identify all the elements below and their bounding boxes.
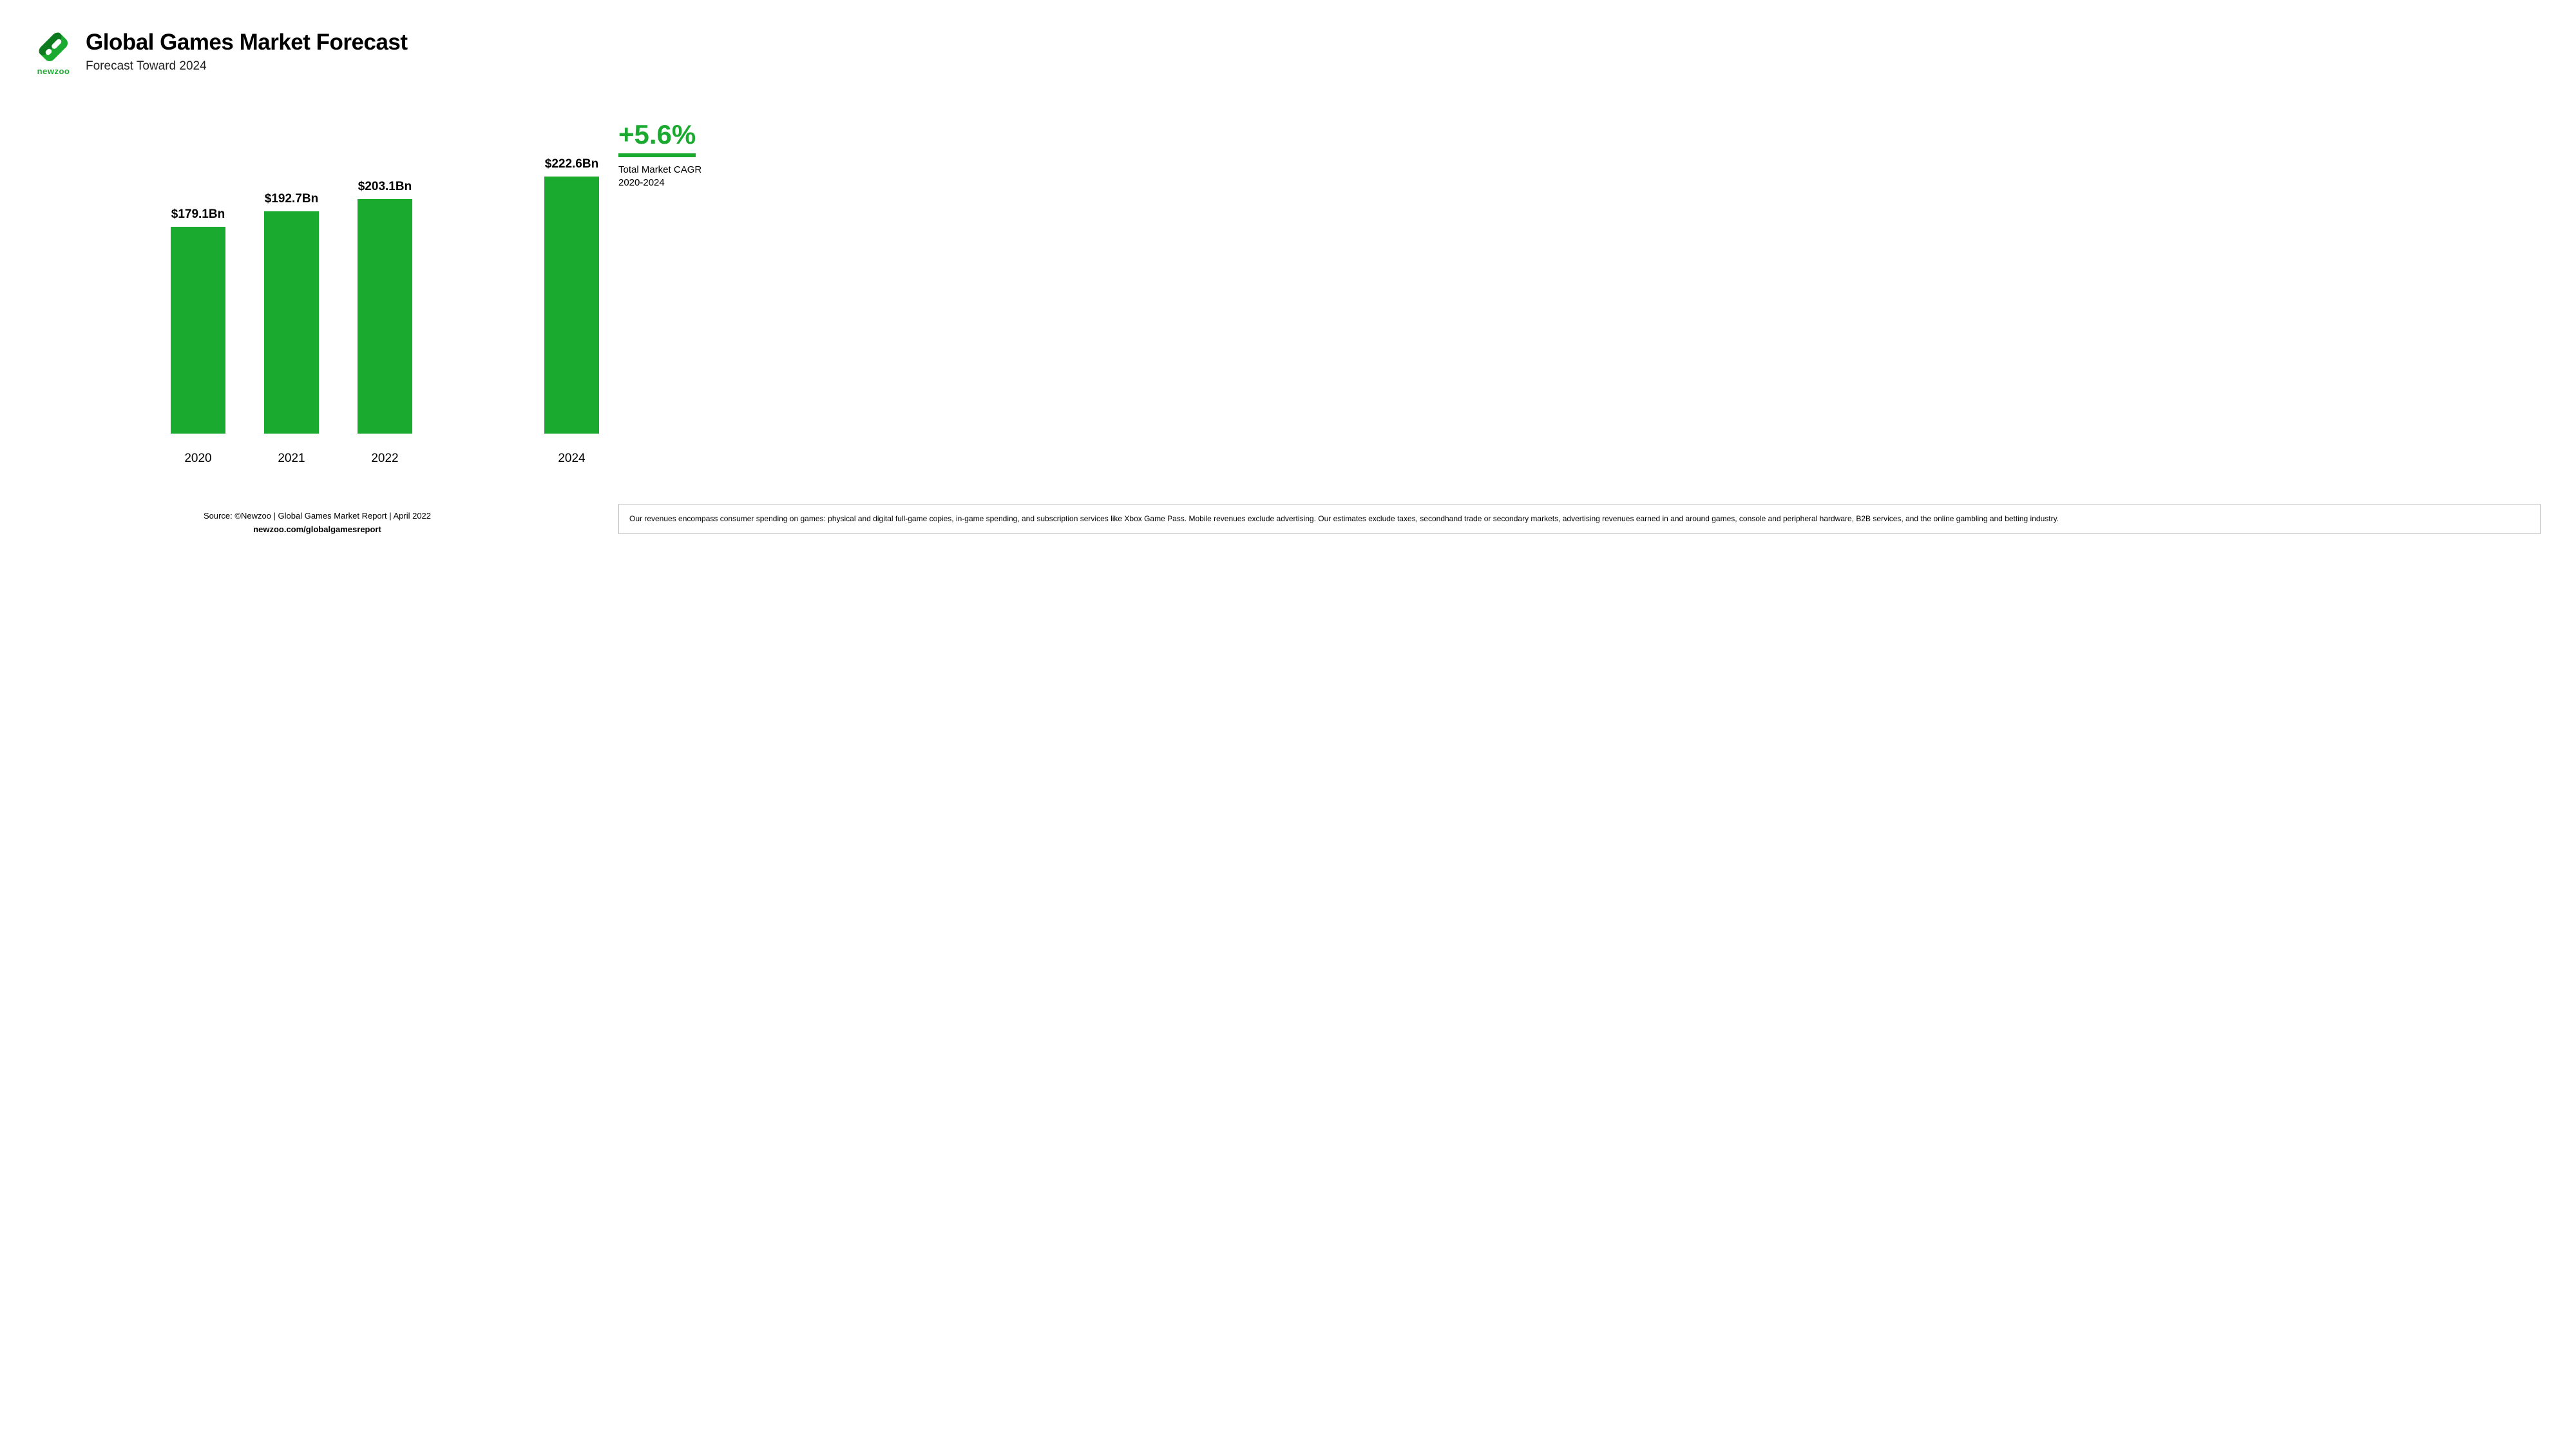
bar [544, 177, 599, 434]
bar-slot: $203.1Bn [358, 118, 412, 434]
bar-value-label: $222.6Bn [545, 157, 598, 171]
cagr-block: +5.6% Total Market CAGR 2020-2024 [618, 121, 2541, 190]
source-block: Source: ©Newzoo | Global Games Market Re… [35, 511, 599, 534]
brand-name: newzoo [37, 66, 70, 76]
source-line: Source: ©Newzoo | Global Games Market Re… [171, 511, 464, 521]
x-axis-label: 2024 [544, 452, 599, 466]
cagr-caption-line2: 2020-2024 [618, 177, 665, 188]
bar [171, 227, 225, 434]
source-link: newzoo.com/globalgamesreport [171, 524, 464, 534]
page-title: Global Games Market Forecast [86, 30, 408, 55]
bar [264, 211, 319, 434]
side-column: +5.6% Total Market CAGR 2020-2024 Our re… [618, 118, 2541, 534]
bar-chart: $179.1Bn $192.7Bn $203.1Bn $222.6Bn [171, 118, 599, 434]
bar [358, 199, 412, 434]
bar-value-label: $203.1Bn [358, 180, 412, 194]
cagr-caption: Total Market CAGR 2020-2024 [618, 164, 2541, 190]
content: $179.1Bn$192.7Bn$203.1Bn$222.6Bn 2020202… [35, 118, 2541, 534]
methodology-note: Our revenues encompass consumer spending… [618, 504, 2541, 534]
title-block: Global Games Market Forecast Forecast To… [86, 29, 408, 73]
bar-slot: $192.7Bn [264, 118, 319, 434]
brand-logo: newzoo [35, 29, 72, 76]
header: newzoo Global Games Market Forecast Fore… [35, 29, 2541, 76]
x-axis-label: 2022 [358, 452, 412, 466]
x-axis: 2020 2021 2022 2024 [171, 452, 599, 466]
x-axis-label: 2021 [264, 452, 319, 466]
cagr-caption-line1: Total Market CAGR [618, 164, 701, 175]
bar-slot: $222.6Bn [544, 118, 599, 434]
bar-value-label: $192.7Bn [265, 192, 318, 206]
bar-value-label: $179.1Bn [171, 207, 225, 222]
chart-column: $179.1Bn$192.7Bn$203.1Bn$222.6Bn 2020202… [35, 118, 599, 534]
bar-slot: $179.1Bn [171, 118, 225, 434]
page-subtitle: Forecast Toward 2024 [86, 59, 408, 73]
newzoo-logo-icon [35, 29, 72, 65]
cagr-value: +5.6% [618, 121, 696, 157]
x-axis-label: 2020 [171, 452, 225, 466]
